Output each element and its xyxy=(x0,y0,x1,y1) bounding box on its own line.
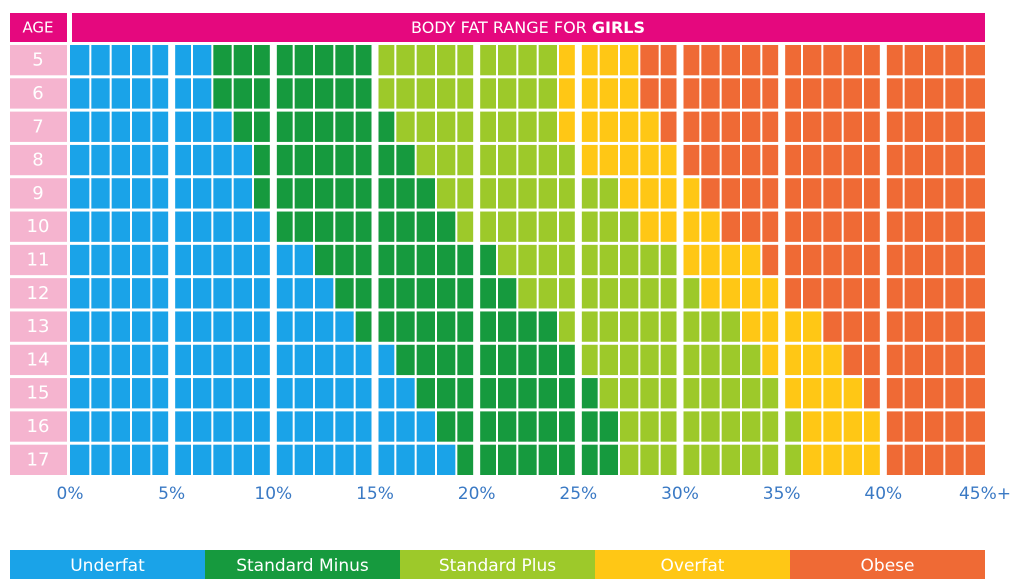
age-box xyxy=(10,411,67,442)
age-label: 12 xyxy=(27,283,50,304)
age-label: 10 xyxy=(27,216,50,237)
x-tick-label: 10% xyxy=(254,484,292,504)
age-header-box xyxy=(10,13,67,42)
bar-segment xyxy=(619,411,802,442)
age-box xyxy=(10,211,67,242)
bar-segment xyxy=(436,178,619,209)
bar-segment xyxy=(456,211,640,242)
bar-segment xyxy=(639,45,985,76)
bar-segment xyxy=(70,144,253,176)
bar-segment xyxy=(273,211,457,242)
bar-segment xyxy=(639,78,985,109)
legend-swatch xyxy=(790,550,985,579)
age-box xyxy=(10,378,67,409)
x-tick-label: 35% xyxy=(763,484,801,504)
bar-segment xyxy=(598,378,782,409)
legend-swatch xyxy=(205,550,400,579)
legend-swatch xyxy=(400,550,595,579)
legend-label: Standard Minus xyxy=(236,556,369,576)
age-header: AGE xyxy=(22,19,53,37)
bar-segment xyxy=(842,344,985,376)
bar-segment xyxy=(334,278,518,309)
x-tick-label: 20% xyxy=(458,484,496,504)
x-tick-label: 25% xyxy=(559,484,597,504)
legend-swatch xyxy=(595,550,790,579)
age-label: 9 xyxy=(32,183,43,204)
age-label: 17 xyxy=(27,449,50,470)
age-box xyxy=(10,311,67,342)
legend-label: Underfat xyxy=(70,556,145,576)
age-label: 5 xyxy=(32,50,43,71)
age-box xyxy=(10,278,67,309)
title-emphasis: GIRLS xyxy=(592,18,645,37)
x-tick-label: 15% xyxy=(356,484,394,504)
bar-segment xyxy=(619,444,802,475)
chart-title: BODY FAT RANGE FOR GIRLS xyxy=(411,18,645,37)
bar-segment xyxy=(70,178,253,209)
bar-segment xyxy=(720,211,985,242)
legend-swatch xyxy=(10,550,205,579)
bar-segment xyxy=(761,244,985,276)
bar-segment xyxy=(497,244,680,276)
bar-segment xyxy=(70,378,416,409)
age-label: 11 xyxy=(27,250,50,271)
bar-segment xyxy=(578,344,762,376)
bar-segment xyxy=(517,278,701,309)
age-box xyxy=(10,244,67,276)
bar-segment xyxy=(314,244,497,276)
bar-segment xyxy=(375,45,558,76)
age-label: 15 xyxy=(27,383,50,404)
title-text: BODY FAT RANGE FOR xyxy=(411,18,587,37)
age-box xyxy=(10,78,67,109)
bar-segment xyxy=(375,78,558,109)
bar-segment xyxy=(70,444,457,475)
age-box xyxy=(10,144,67,176)
age-box xyxy=(10,444,67,475)
legend-label: Obese xyxy=(861,556,915,576)
bar-segment xyxy=(253,178,436,209)
bar-segment xyxy=(415,378,599,409)
x-tick-label: 40% xyxy=(864,484,902,504)
age-label: 14 xyxy=(27,349,50,370)
bar-segment xyxy=(558,111,660,142)
bar-segment xyxy=(558,311,741,342)
age-label: 6 xyxy=(32,83,43,104)
age-box xyxy=(10,111,67,142)
age-label: 7 xyxy=(32,116,43,137)
bar-segment xyxy=(70,78,213,109)
bar-segment xyxy=(883,411,985,442)
age-box xyxy=(10,45,67,76)
x-tick-label: 5% xyxy=(158,484,185,504)
bar-segment xyxy=(436,411,619,442)
age-box xyxy=(10,178,67,209)
age-label: 8 xyxy=(32,150,43,171)
x-tick-label: 0% xyxy=(57,484,84,504)
bar-segment xyxy=(578,144,680,176)
bar-segment xyxy=(70,278,335,309)
age-label: 13 xyxy=(27,316,50,337)
age-box xyxy=(10,344,67,376)
bar-segment xyxy=(680,144,985,176)
age-label: 16 xyxy=(27,416,50,437)
title-bar xyxy=(72,13,985,42)
bar-segment xyxy=(70,45,213,76)
legend-label: Standard Plus xyxy=(439,556,556,576)
x-tick-label: 45%+ xyxy=(959,484,1011,504)
x-tick-label: 30% xyxy=(661,484,699,504)
bar-segment xyxy=(883,444,985,475)
legend-label: Overfat xyxy=(661,556,725,576)
bar-segment xyxy=(395,344,579,376)
